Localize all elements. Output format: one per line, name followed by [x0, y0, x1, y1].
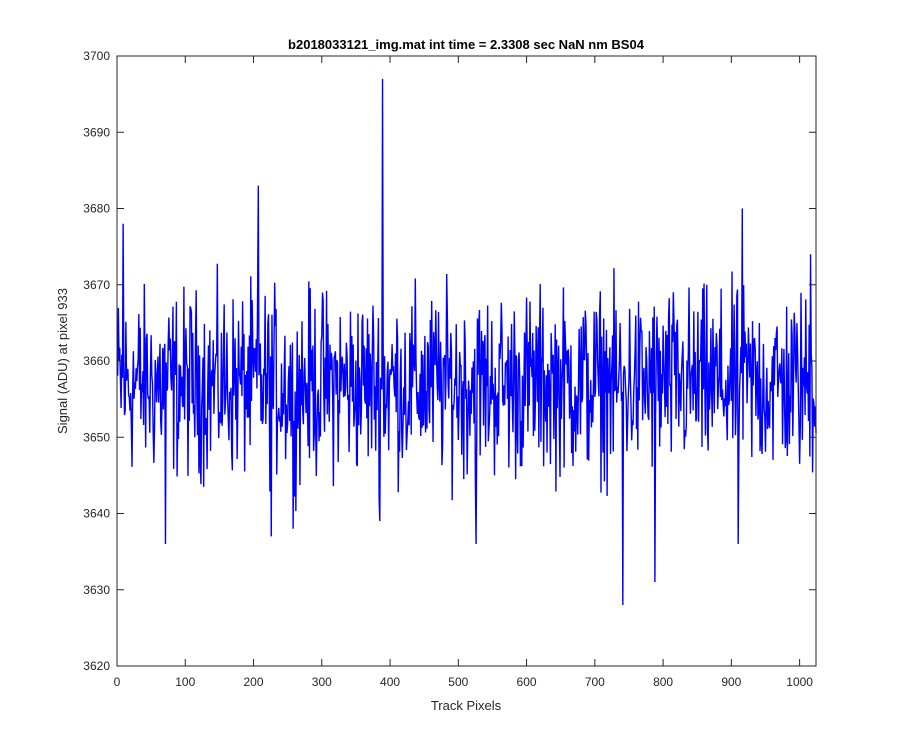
y-tick-label: 3700 [83, 49, 110, 63]
x-tick-label: 100 [175, 675, 195, 689]
x-tick-label: 1000 [786, 675, 813, 689]
x-tick-label: 500 [448, 675, 468, 689]
y-axis-label: Signal (ADU) at pixel 933 [55, 288, 70, 434]
series-line [116, 78, 817, 606]
y-tick-label: 3630 [83, 583, 110, 597]
x-axis-label: Track Pixels [431, 698, 502, 713]
chart-title: b2018033121_img.mat int time = 2.3308 se… [288, 37, 645, 52]
y-tick-label: 3690 [83, 125, 110, 139]
y-tick-label: 3680 [83, 202, 110, 216]
series-layer [116, 78, 817, 606]
y-tick-label: 3640 [83, 507, 110, 521]
y-tick-label: 3670 [83, 278, 110, 292]
axes-layer: 0 100 200 300 400 500 600 700 800 900 1000 3620 3630… [83, 49, 817, 689]
y-tick-label: 3650 [83, 430, 110, 444]
x-tick-label: 900 [721, 675, 741, 689]
x-tick-label: 0 [114, 675, 121, 689]
x-tick-label: 400 [380, 675, 400, 689]
x-tick-label: 700 [585, 675, 605, 689]
y-tick-label: 3620 [83, 659, 110, 673]
x-tick-label: 300 [312, 675, 332, 689]
x-tick-label: 200 [244, 675, 264, 689]
y-tick-label: 3660 [83, 354, 110, 368]
x-tick-label: 600 [517, 675, 537, 689]
x-tick-label: 800 [653, 675, 673, 689]
